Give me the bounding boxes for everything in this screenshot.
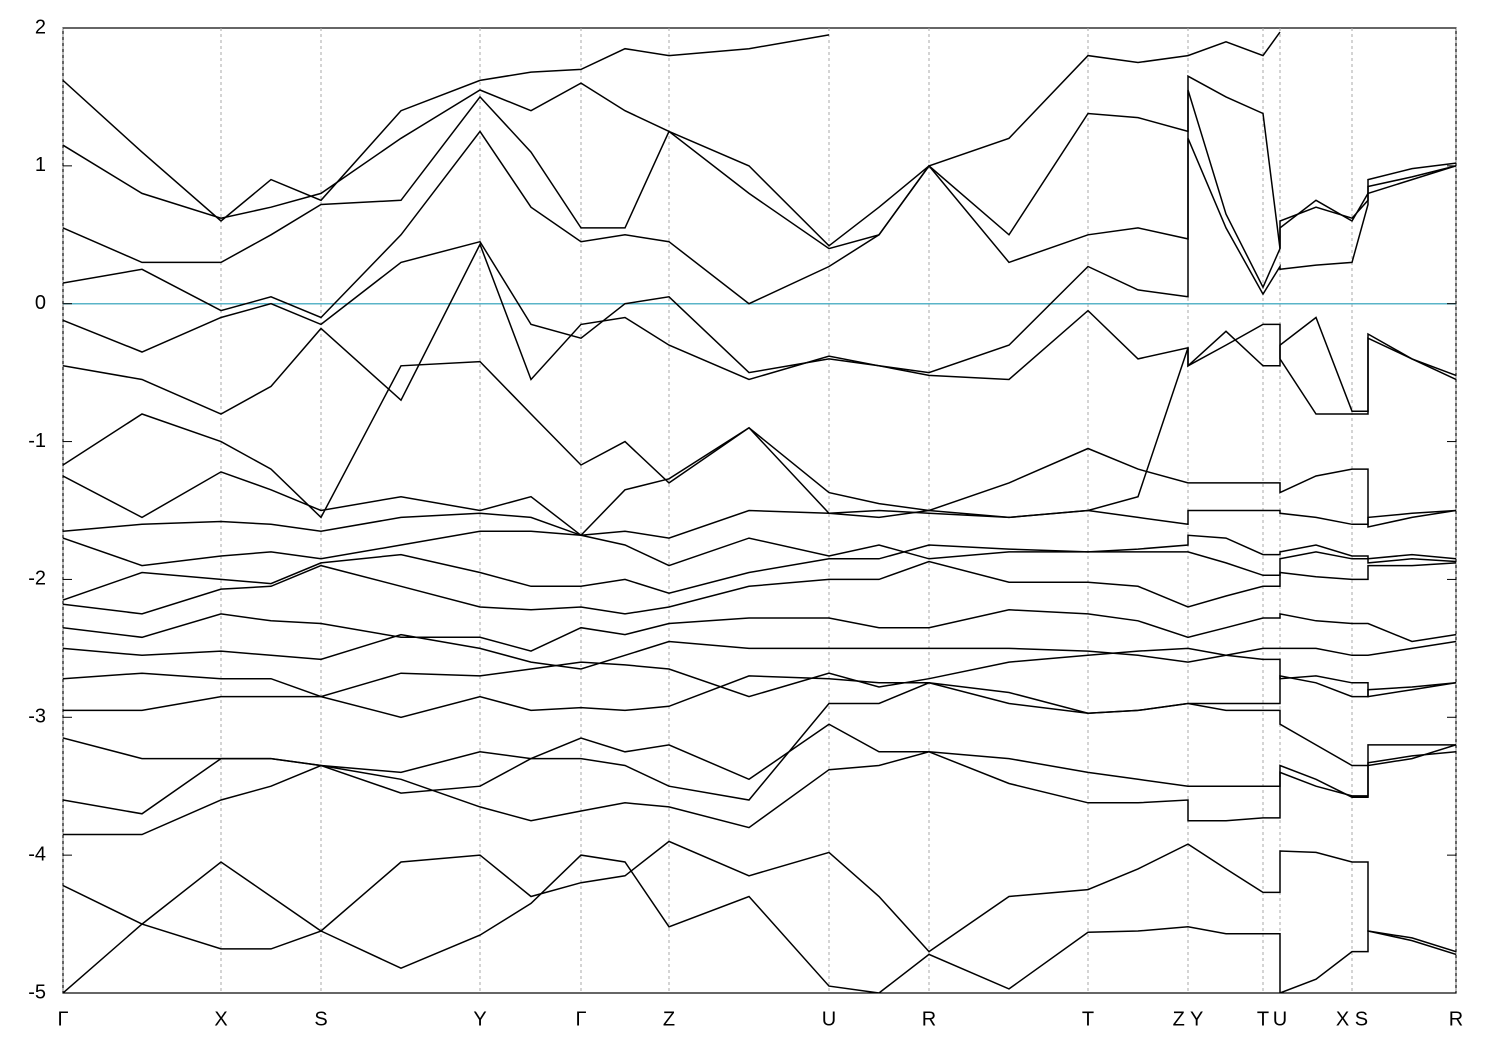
x-tick-label: U	[822, 1008, 836, 1030]
band	[63, 530, 1456, 567]
y-tick-label: -2	[28, 568, 46, 590]
band	[63, 633, 1456, 670]
band	[63, 242, 1456, 415]
band	[63, 647, 1456, 698]
x-tick-label: T	[1257, 1008, 1269, 1030]
x-tick-label: R	[922, 1008, 936, 1030]
x-tick-label: S	[314, 1008, 327, 1030]
y-tick-label: 1	[35, 154, 46, 176]
y-tick-label: 2	[35, 16, 46, 38]
band	[63, 89, 1456, 319]
band	[63, 840, 1456, 993]
x-tick-label: U	[1273, 1008, 1287, 1030]
y-tick-label: -4	[28, 843, 46, 865]
band	[63, 34, 830, 222]
band	[63, 674, 1456, 719]
band	[63, 544, 1456, 601]
y-tick-label: -5	[28, 981, 46, 1003]
band	[63, 426, 1456, 537]
y-tick-label: 0	[35, 292, 46, 314]
x-tick-label: R	[1449, 1008, 1463, 1030]
band	[63, 744, 1456, 829]
band	[63, 723, 1456, 836]
x-tick-label: Z Y	[1173, 1008, 1204, 1030]
band	[63, 560, 1456, 615]
band	[63, 138, 1456, 374]
x-tick-label: X	[214, 1008, 227, 1030]
y-tick-label: -1	[28, 430, 46, 452]
x-tick-label: Γ	[575, 1008, 586, 1030]
band	[63, 509, 1456, 539]
band	[63, 854, 1456, 993]
x-tick-label: Y	[473, 1008, 486, 1030]
band	[63, 682, 1456, 801]
y-tick-label: -3	[28, 706, 46, 728]
x-tick-label: Z	[663, 1008, 675, 1030]
band	[63, 31, 1281, 247]
band	[63, 323, 1456, 519]
x-tick-label: Γ	[57, 1008, 68, 1030]
band	[63, 74, 1456, 264]
band-layer	[63, 31, 1456, 993]
band	[63, 609, 1456, 652]
x-tick-label: X S	[1336, 1008, 1368, 1030]
x-tick-label: T	[1082, 1008, 1094, 1030]
